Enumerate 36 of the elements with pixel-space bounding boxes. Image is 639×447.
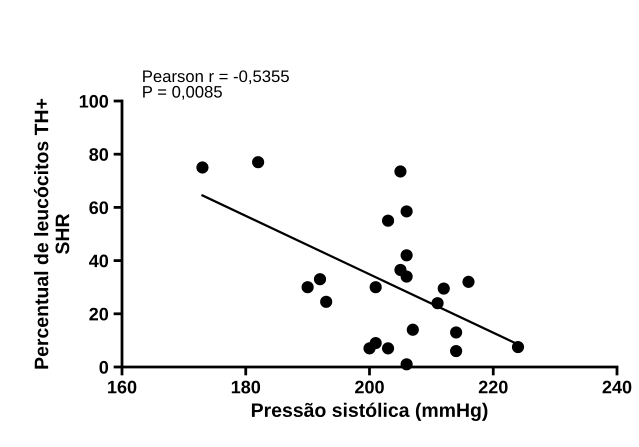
y-tick-label: 100 — [80, 94, 108, 108]
x-axis-title: Pressão sistólica (mmHg) — [252, 402, 488, 421]
point — [400, 205, 413, 218]
point — [450, 326, 462, 338]
text: Pearson r = -0,5355 — [143, 70, 289, 84]
x-tick-label: 220 — [478, 380, 508, 394]
point — [462, 276, 475, 288]
point — [400, 249, 413, 262]
y-tick-label: 60 — [89, 201, 108, 214]
point — [512, 340, 524, 354]
point — [400, 270, 413, 283]
point — [450, 344, 462, 358]
y-tick-label: 40 — [89, 254, 108, 268]
point — [394, 165, 407, 178]
point — [400, 358, 413, 370]
point — [438, 282, 450, 295]
point — [314, 273, 326, 286]
x-tick-label: 240 — [602, 380, 632, 394]
point — [382, 214, 394, 227]
x-tick-label: 200 — [355, 380, 384, 394]
y-tick-label: 0 — [99, 360, 108, 374]
text: P = 0,0085 — [143, 86, 222, 100]
point — [406, 324, 419, 336]
y-tick-label: 20 — [89, 308, 108, 321]
point — [382, 342, 394, 354]
point — [196, 161, 209, 174]
point — [320, 296, 332, 308]
y-axis-title: Percentual de leucócitos TH+ SHR — [34, 98, 70, 369]
x-tick-label: 180 — [232, 380, 260, 394]
x-tick-label: 160 — [108, 380, 136, 394]
point — [370, 281, 382, 294]
point — [302, 281, 314, 294]
point — [370, 336, 382, 350]
point — [252, 156, 264, 168]
y-tick-label: 80 — [89, 148, 108, 161]
point — [431, 297, 444, 310]
